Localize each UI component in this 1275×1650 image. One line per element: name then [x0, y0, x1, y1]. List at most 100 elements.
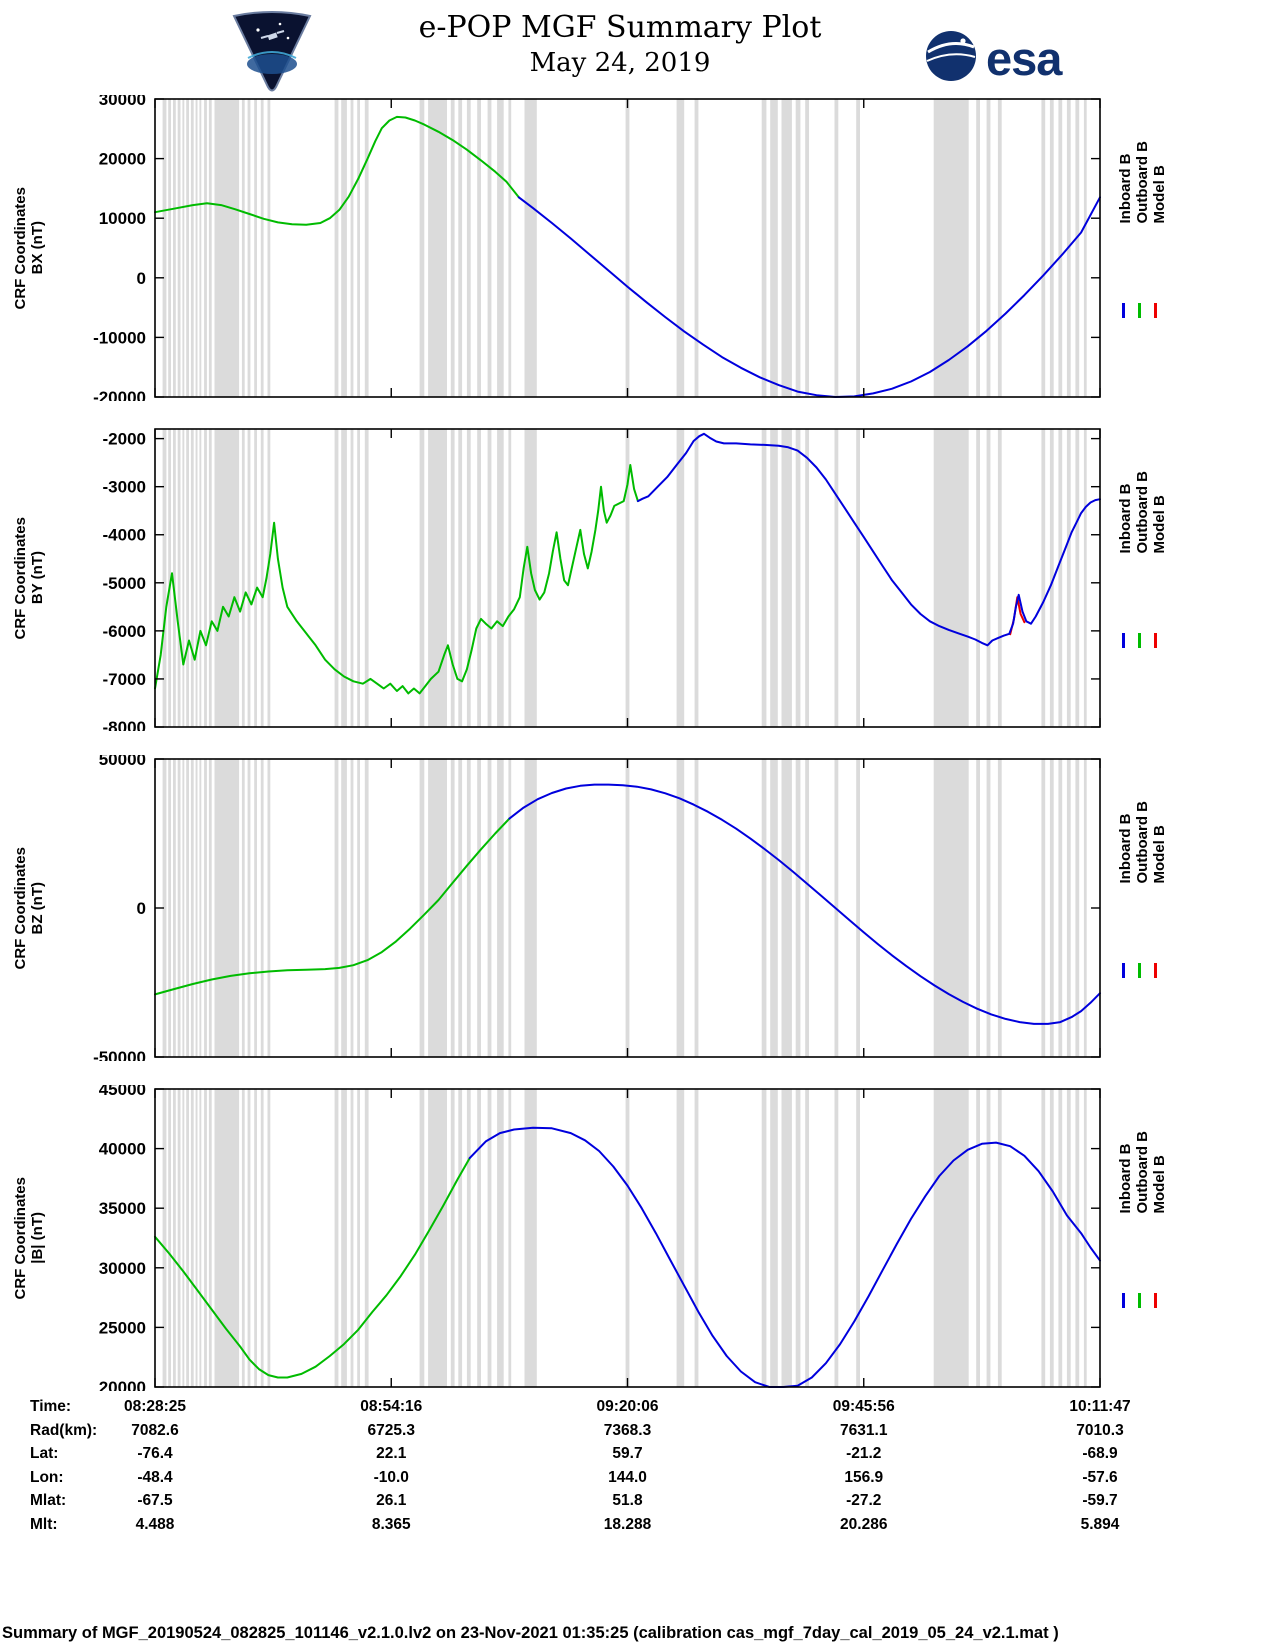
table-value: 144.0: [608, 1468, 647, 1486]
table-value: -48.4: [137, 1468, 173, 1486]
data-gap-band: [182, 429, 185, 727]
data-gap-band: [466, 99, 471, 397]
legend-labels: Inboard B Outboard B Model B: [1117, 1131, 1168, 1214]
legend-sample-model-b: [1154, 1293, 1157, 1308]
legend-label-outboard-b: Outboard B: [1134, 471, 1151, 554]
chart-panels: CRF Coordinates BX (nT) 30000 20000 10000 0 -1…: [0, 95, 1168, 1415]
legend-labels: Inboard B Outboard B Model B: [1117, 471, 1168, 554]
data-gap-band: [986, 759, 991, 1057]
data-gap-band: [204, 429, 207, 727]
table-row-radkm: Rad(km): 7082.6 6725.3 7368.3 7631.1 7010.3: [0, 1422, 1275, 1446]
data-gap-band: [1041, 759, 1046, 1057]
data-gap-band: [1083, 429, 1087, 727]
table-value: 6725.3: [367, 1421, 415, 1439]
data-gap-band: [195, 429, 198, 727]
table-row-time: Time: 08:28:25 08:54:16 09:20:06 09:45:56 10:…: [0, 1398, 1275, 1422]
data-gap-band: [267, 759, 271, 1057]
data-gap-band: [477, 1089, 481, 1387]
data-gap-band: [195, 99, 198, 397]
legend-label-model-b: Model B: [1151, 825, 1168, 884]
data-gap-band: [1083, 759, 1087, 1057]
table-value: 08:28:25: [123, 1398, 187, 1415]
data-gap-band: [186, 429, 189, 727]
data-gap-band: [341, 759, 347, 1057]
data-gap-band: [795, 429, 801, 727]
data-gap-band: [162, 429, 167, 727]
data-gap-band: [204, 759, 207, 1057]
table-value: 26.1: [376, 1492, 407, 1509]
data-gap-band: [1041, 1089, 1046, 1387]
data-gap-band: [247, 759, 251, 1057]
y-tick-label: 0: [137, 899, 146, 918]
data-gap-band: [770, 759, 778, 1057]
data-gap-band: [458, 99, 463, 397]
data-gap-band: [214, 429, 240, 727]
series-outboard-b: [154, 1157, 471, 1379]
data-gap-band: [487, 99, 492, 397]
data-gap-band: [254, 1089, 257, 1387]
data-gap-band: [357, 99, 360, 397]
data-gap-band: [177, 99, 181, 397]
table-value: -59.7: [1082, 1492, 1118, 1509]
legend-sample-outboard-b: [1138, 963, 1141, 978]
data-gap-band: [173, 99, 176, 397]
data-gap-band: [247, 99, 251, 397]
data-gap-band: [208, 759, 212, 1057]
panel-bz: CRF Coordinates BZ (nT) 50000 0 -50000 Inboar…: [0, 755, 1168, 1061]
y-axis-label-line: |B| (nT): [29, 1212, 46, 1264]
data-gap-band: [260, 429, 264, 727]
data-gap-band: [856, 429, 860, 727]
data-gap-band: [419, 99, 425, 397]
data-gap-band: [364, 429, 369, 727]
data-gap-band: [419, 429, 425, 727]
data-gap-band: [357, 1089, 360, 1387]
data-gap-band: [350, 759, 354, 1057]
data-gap-band: [856, 99, 860, 397]
data-gap-band: [162, 1089, 167, 1387]
data-gap-band: [247, 1089, 251, 1387]
data-gap-band: [208, 429, 212, 727]
data-gap-band: [1049, 1089, 1054, 1387]
data-gap-band: [1075, 759, 1080, 1057]
y-tick-label: 0: [137, 269, 146, 288]
data-gap-band: [1075, 99, 1080, 397]
y-tick-label: 30000: [99, 95, 146, 109]
legend-sample-inboard-b: [1122, 303, 1125, 318]
table-value: 7082.6: [131, 1421, 179, 1439]
data-gap-band: [1066, 1089, 1071, 1387]
data-gap-band: [487, 759, 492, 1057]
legend-sample-outboard-b: [1138, 303, 1141, 318]
data-gap-band: [458, 1089, 463, 1387]
data-gap-band: [208, 99, 212, 397]
data-gap-band: [976, 1089, 980, 1387]
data-gap-band: [524, 429, 537, 727]
data-gap-band: [805, 759, 809, 1057]
y-tick-label: -3000: [103, 478, 146, 497]
data-gap-band: [199, 99, 202, 397]
y-axis-label-by: CRF Coordinates BY (nT): [0, 425, 58, 731]
data-gap-band: [497, 99, 504, 397]
data-gap-band: [334, 429, 339, 727]
y-tick-label: 35000: [99, 1199, 146, 1218]
data-gap-band: [241, 99, 245, 397]
legend-label-outboard-b: Outboard B: [1134, 801, 1151, 884]
data-gap-band: [466, 429, 471, 727]
data-gap-band: [997, 429, 1002, 727]
data-gap-band: [986, 429, 991, 727]
data-gap-band: [781, 1089, 792, 1387]
table-value: -68.9: [1082, 1445, 1118, 1462]
table-value: 8.365: [371, 1515, 411, 1533]
y-tick-label: 45000: [99, 1085, 146, 1099]
data-gap-band: [204, 1089, 207, 1387]
data-gap-band: [241, 1089, 245, 1387]
esa-emblem-icon: [925, 30, 977, 87]
y-tick-label: 20000: [99, 150, 146, 169]
y-tick-label: 40000: [99, 1140, 146, 1159]
data-gap-band: [508, 1089, 512, 1387]
data-gap-band: [162, 99, 167, 397]
y-axis-label-line: CRF Coordinates: [12, 846, 29, 970]
legend-label-inboard-b: Inboard B: [1117, 1143, 1134, 1214]
data-gap-band: [1058, 99, 1063, 397]
legend-label-outboard-b: Outboard B: [1134, 141, 1151, 224]
y-tick-label: -6000: [103, 622, 146, 641]
